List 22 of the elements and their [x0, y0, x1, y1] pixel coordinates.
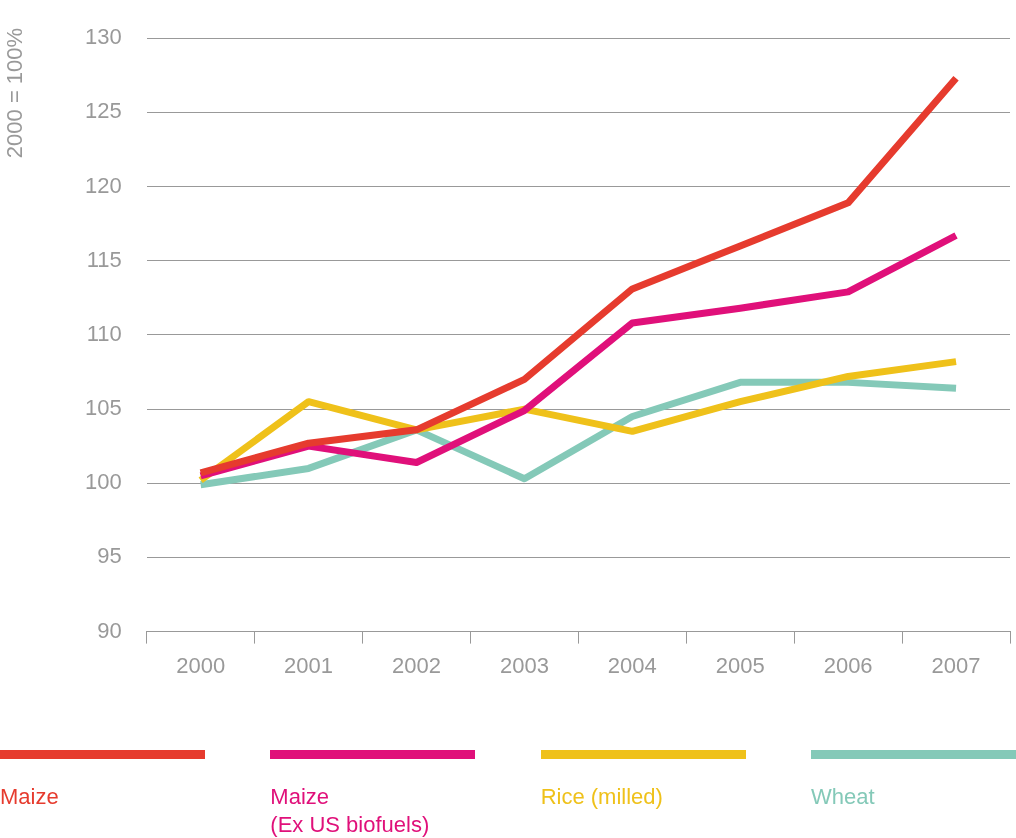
text: Maize [0, 783, 60, 811]
x-tick-label: 2002 [392, 652, 441, 678]
x-tick-label: 2004 [607, 652, 657, 678]
y-tick-label: 105 [84, 395, 122, 421]
y-tick-label: 90 [97, 617, 122, 643]
y-tick-label: 100 [84, 469, 122, 495]
text: Wheat [810, 783, 876, 811]
x-tick-label: 2001 [284, 652, 334, 678]
y-tick-label: 95 [97, 543, 122, 569]
y-tick-label: 130 [84, 24, 122, 50]
x-tick-label: 2006 [823, 652, 873, 678]
y-tick-label: 120 [84, 172, 122, 198]
x-tick-label: 2005 [715, 652, 765, 678]
y-tick-label: 115 [86, 246, 122, 272]
x-tick-label: 2003 [499, 652, 549, 678]
text: Rice (milled) [540, 783, 664, 811]
x-tick-label: 2000 [176, 652, 226, 678]
text: Maize (Ex US biofuels) [270, 783, 431, 838]
x-tick-label: 2007 [931, 652, 981, 678]
y-tick-label: 110 [86, 320, 122, 346]
y-axis-title: 2000 = 100% [2, 26, 28, 161]
y-tick-label: 125 [84, 98, 122, 124]
